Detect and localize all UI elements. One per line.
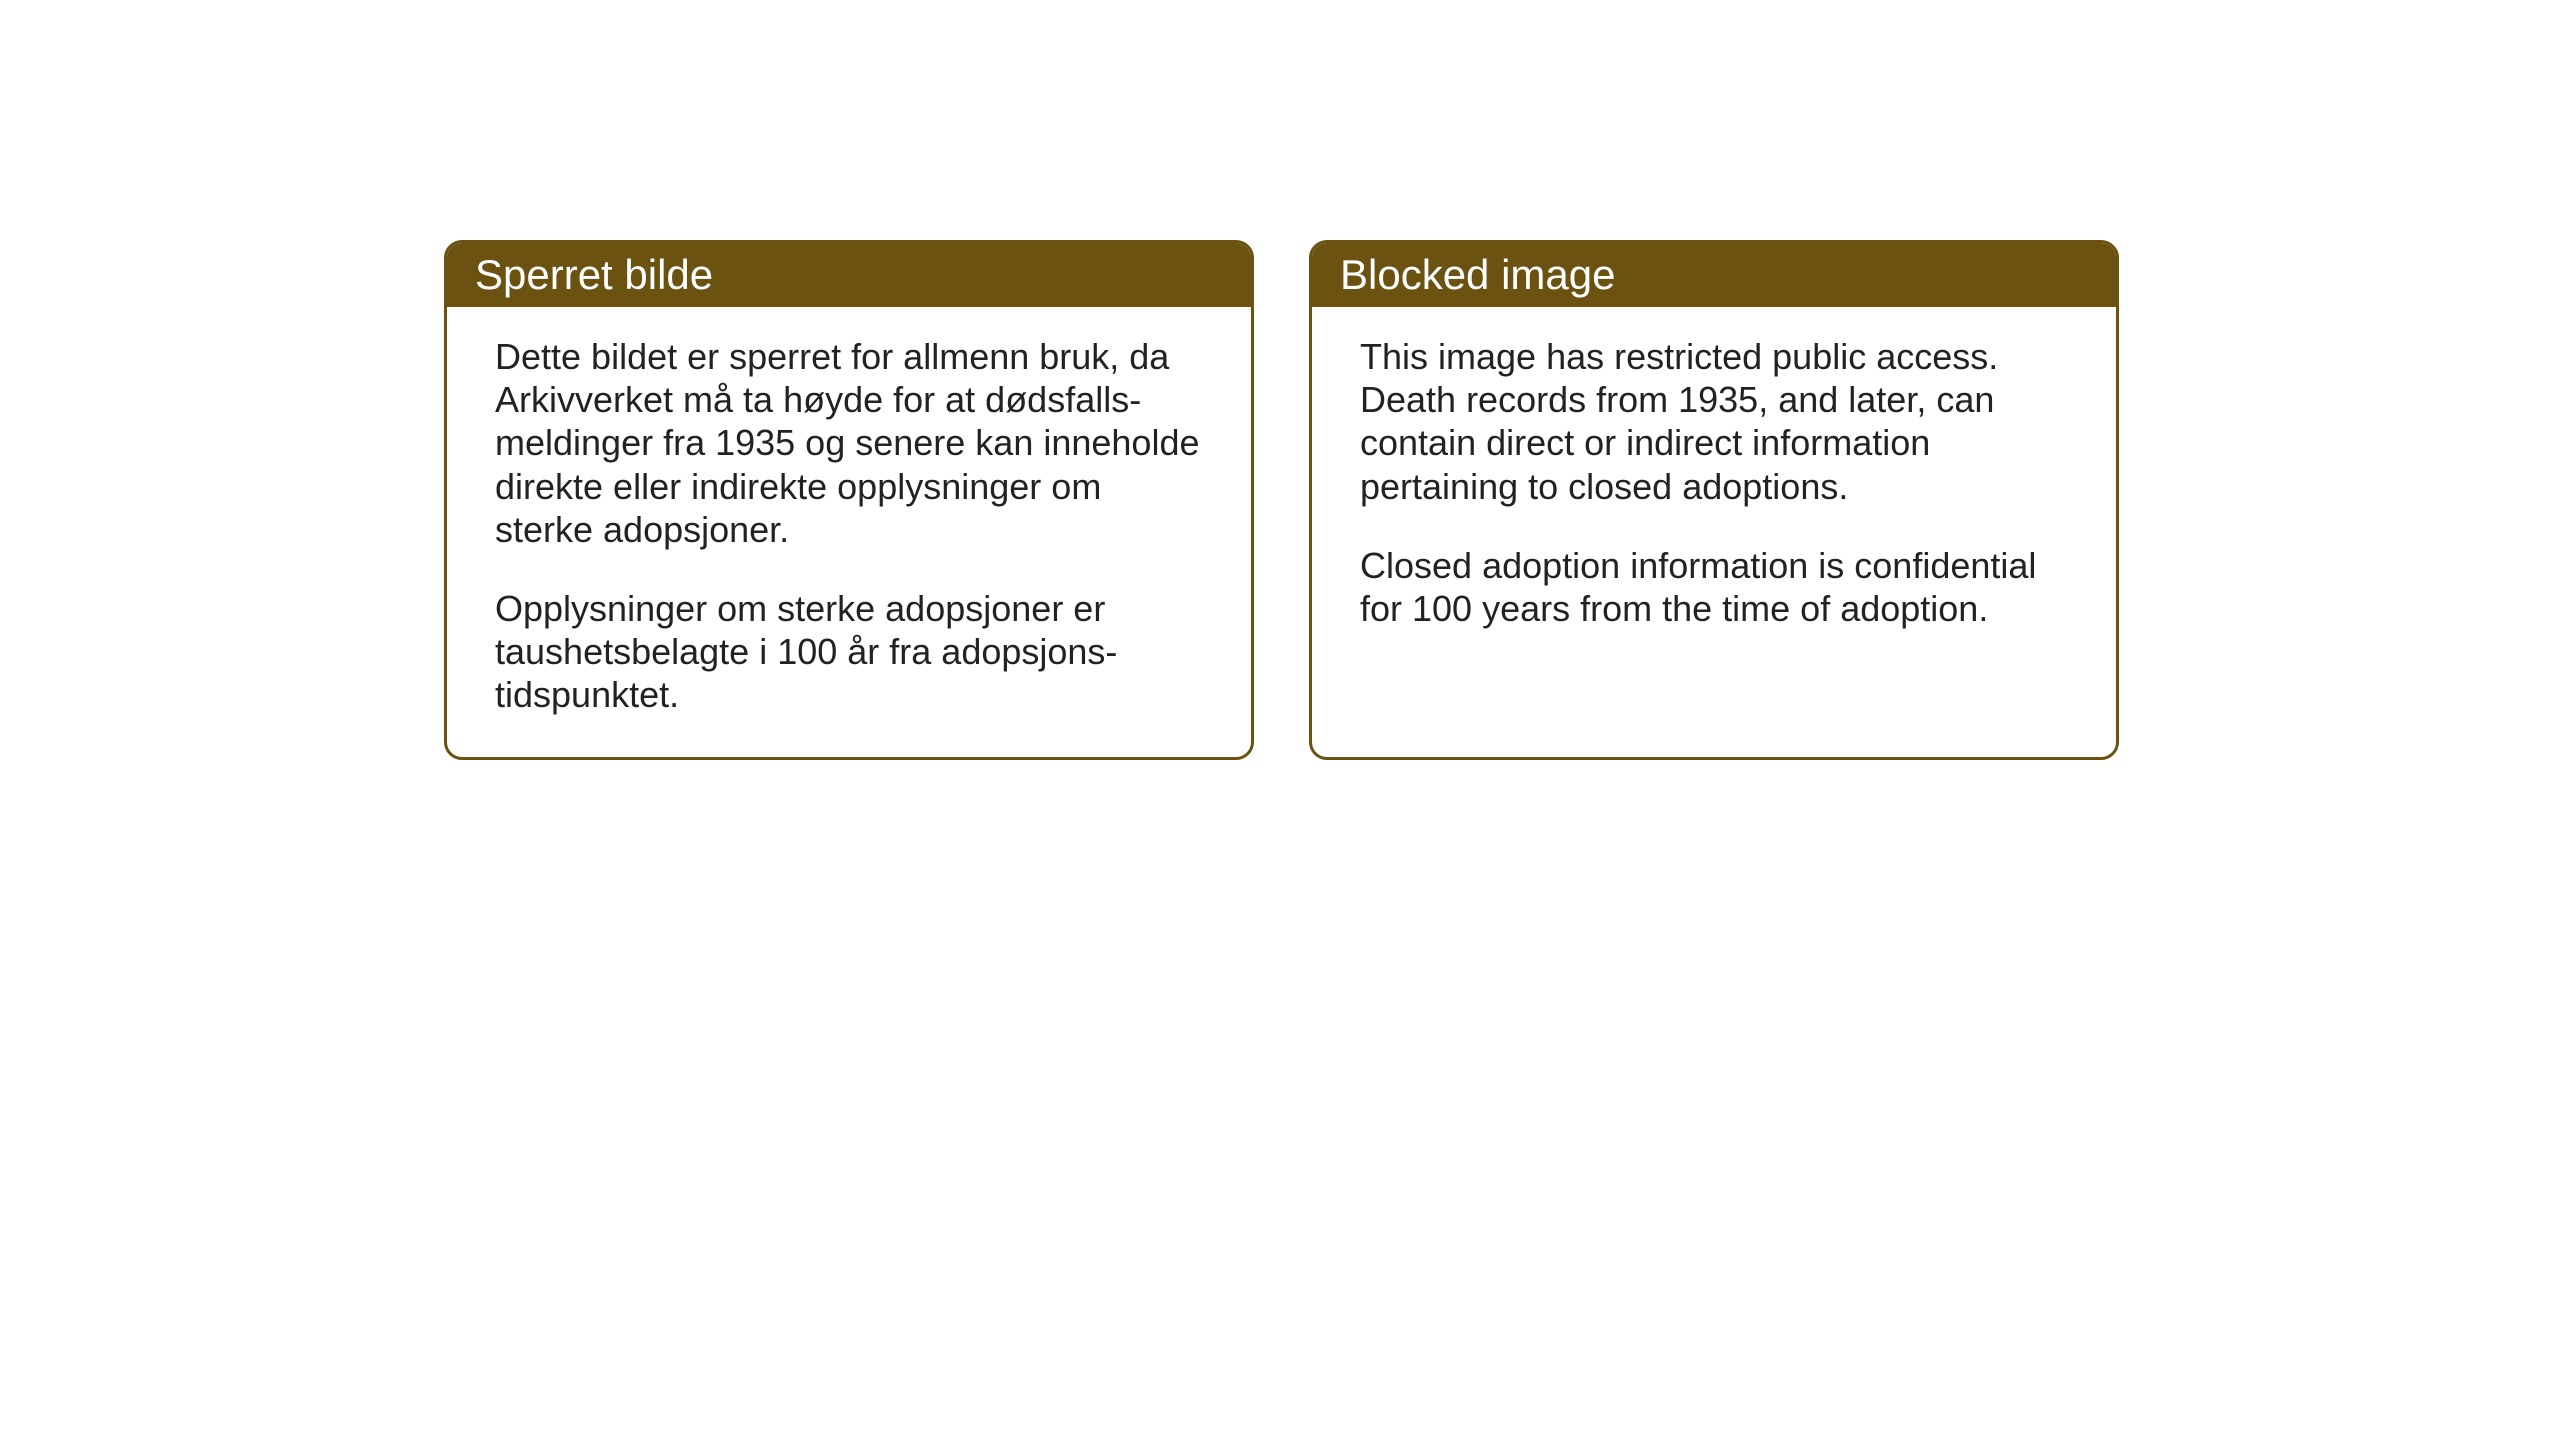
card-header-norwegian: Sperret bilde — [447, 243, 1251, 307]
card-paragraph-1-english: This image has restricted public access.… — [1360, 335, 2068, 508]
notice-card-english: Blocked image This image has restricted … — [1309, 240, 2119, 760]
card-title-norwegian: Sperret bilde — [475, 251, 713, 298]
card-paragraph-1-norwegian: Dette bildet er sperret for allmenn bruk… — [495, 335, 1203, 551]
card-title-english: Blocked image — [1340, 251, 1615, 298]
notice-container: Sperret bilde Dette bildet er sperret fo… — [444, 240, 2119, 760]
card-paragraph-2-norwegian: Opplysninger om sterke adopsjoner er tau… — [495, 587, 1203, 717]
card-paragraph-2-english: Closed adoption information is confident… — [1360, 544, 2068, 630]
card-body-english: This image has restricted public access.… — [1312, 307, 2116, 757]
notice-card-norwegian: Sperret bilde Dette bildet er sperret fo… — [444, 240, 1254, 760]
card-body-norwegian: Dette bildet er sperret for allmenn bruk… — [447, 307, 1251, 757]
card-header-english: Blocked image — [1312, 243, 2116, 307]
